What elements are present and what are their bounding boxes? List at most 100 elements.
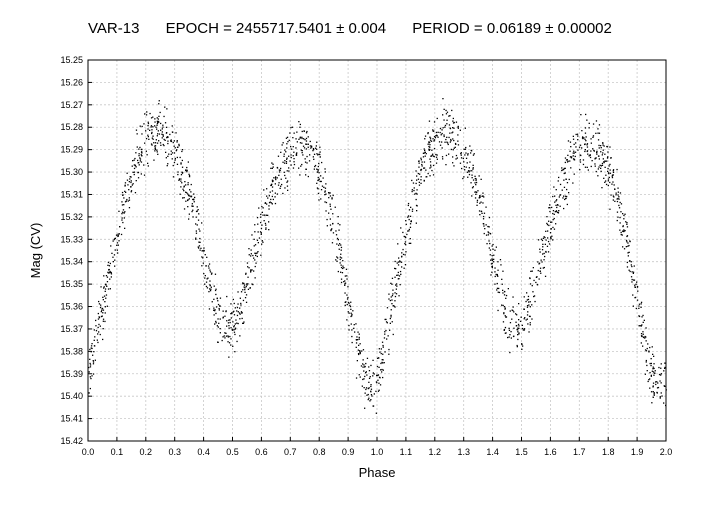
data-point — [252, 254, 254, 257]
data-point — [372, 372, 374, 374]
data-point — [317, 176, 319, 179]
data-point — [428, 148, 430, 150]
data-point — [448, 153, 450, 155]
data-point — [651, 346, 653, 348]
data-point — [411, 189, 413, 191]
data-point — [336, 237, 339, 240]
data-point — [185, 184, 187, 186]
y-tick-label: 15.41 — [60, 414, 83, 424]
data-point — [638, 305, 640, 307]
data-point — [382, 344, 384, 347]
data-point — [441, 132, 443, 135]
data-point — [213, 298, 215, 300]
data-point — [581, 147, 583, 149]
data-point — [451, 132, 453, 134]
data-point — [646, 347, 648, 350]
data-point — [436, 134, 438, 136]
data-point — [117, 233, 119, 235]
data-point — [156, 151, 158, 153]
data-point — [89, 358, 91, 360]
data-point — [102, 296, 104, 298]
data-point — [257, 242, 259, 244]
data-point — [377, 357, 380, 359]
data-point — [449, 132, 451, 134]
data-point — [633, 265, 635, 267]
data-point — [124, 190, 126, 192]
data-point — [154, 145, 157, 147]
y-tick-label: 15.30 — [60, 167, 83, 177]
data-point — [100, 286, 102, 288]
data-point — [204, 254, 206, 256]
data-point — [649, 362, 651, 365]
data-point — [435, 156, 438, 158]
data-point — [204, 277, 206, 279]
data-point — [482, 218, 485, 220]
data-point — [141, 133, 143, 135]
data-point — [388, 298, 390, 300]
data-point — [213, 285, 215, 287]
data-point — [171, 152, 174, 154]
data-point — [640, 325, 642, 327]
data-point — [469, 145, 471, 147]
data-point — [525, 300, 527, 303]
data-point — [144, 113, 146, 115]
data-point — [195, 232, 198, 234]
data-point — [137, 171, 140, 174]
data-point — [391, 299, 393, 301]
data-point — [141, 148, 143, 151]
data-point — [210, 288, 212, 290]
data-point — [528, 304, 530, 306]
data-point — [273, 177, 275, 179]
data-point — [104, 320, 106, 323]
data-point — [652, 386, 654, 388]
data-point — [566, 159, 568, 161]
data-point — [305, 148, 308, 150]
y-tick-label: 15.25 — [60, 55, 83, 65]
data-point — [106, 305, 108, 307]
data-point — [605, 180, 607, 182]
data-point — [305, 140, 308, 142]
data-point — [508, 336, 510, 338]
data-point — [579, 169, 581, 171]
data-point — [433, 135, 436, 138]
data-point — [461, 167, 463, 170]
data-point — [628, 269, 630, 271]
data-point — [442, 158, 444, 160]
data-point — [504, 291, 506, 293]
data-point — [180, 186, 182, 188]
data-point — [596, 150, 598, 152]
data-point — [157, 153, 159, 155]
data-point — [355, 346, 357, 348]
data-point — [94, 359, 96, 361]
data-point — [404, 241, 407, 243]
data-point — [227, 336, 229, 338]
data-point — [109, 272, 111, 274]
data-point — [429, 137, 432, 139]
data-point — [254, 265, 256, 268]
data-point — [415, 170, 417, 172]
data-point — [98, 303, 101, 305]
data-point — [455, 143, 457, 145]
data-point — [319, 180, 321, 183]
data-point — [95, 330, 98, 332]
data-point — [274, 183, 276, 185]
data-point — [561, 167, 563, 169]
data-point — [215, 320, 217, 323]
data-point — [232, 321, 234, 323]
data-point — [592, 148, 594, 150]
data-point — [428, 120, 431, 122]
data-point — [262, 241, 264, 243]
data-point — [610, 157, 612, 159]
data-point — [629, 240, 631, 243]
x-tick-label: 0.3 — [168, 447, 181, 457]
data-point — [116, 249, 118, 251]
data-point — [203, 273, 205, 275]
data-point — [563, 172, 565, 175]
data-point — [529, 324, 531, 326]
data-point — [586, 144, 588, 146]
data-point — [385, 318, 387, 321]
data-point — [635, 307, 637, 310]
data-point — [600, 147, 602, 149]
data-point — [497, 261, 499, 263]
x-tick-label: 1.8 — [602, 447, 615, 457]
